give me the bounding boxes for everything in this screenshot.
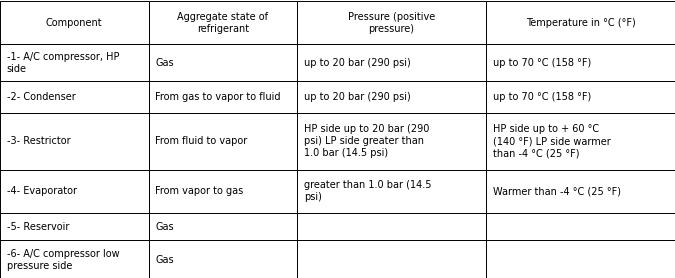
Bar [0, 81, 148, 113]
Text: HP side up to + 60 °C
(140 °F) LP side warmer
than -4 °C (25 °F): HP side up to + 60 °C (140 °F) LP side w… [493, 124, 610, 158]
Bar [297, 81, 486, 113]
Text: -1- A/C compressor, HP
side: -1- A/C compressor, HP side [7, 51, 119, 74]
Text: Warmer than -4 °C (25 °F): Warmer than -4 °C (25 °F) [493, 186, 621, 196]
Text: up to 20 bar (290 psi): up to 20 bar (290 psi) [304, 92, 410, 102]
Bar [297, 44, 486, 81]
Bar [148, 1, 297, 44]
Bar [0, 113, 148, 170]
Bar [486, 81, 675, 113]
Bar [486, 1, 675, 44]
Text: Component: Component [46, 18, 103, 28]
Bar [148, 44, 297, 81]
Text: HP side up to 20 bar (290
psi) LP side greater than
1.0 bar (14.5 psi): HP side up to 20 bar (290 psi) LP side g… [304, 124, 429, 158]
Text: From vapor to gas: From vapor to gas [155, 186, 244, 196]
Bar [0, 1, 148, 44]
Text: -6- A/C compressor low
pressure side: -6- A/C compressor low pressure side [7, 249, 119, 271]
Bar [148, 213, 297, 240]
Text: greater than 1.0 bar (14.5
psi): greater than 1.0 bar (14.5 psi) [304, 180, 431, 202]
Bar [297, 1, 486, 44]
Bar [148, 81, 297, 113]
Bar [297, 213, 486, 240]
Text: Gas: Gas [155, 222, 174, 232]
Bar [0, 240, 148, 278]
Bar [297, 113, 486, 170]
Bar [148, 240, 297, 278]
Text: -4- Evaporator: -4- Evaporator [7, 186, 77, 196]
Bar [0, 170, 148, 213]
Text: up to 70 °C (158 °F): up to 70 °C (158 °F) [493, 58, 591, 68]
Bar [486, 44, 675, 81]
Bar [486, 170, 675, 213]
Text: -5- Reservoir: -5- Reservoir [7, 222, 69, 232]
Text: Gas: Gas [155, 255, 174, 265]
Text: -3- Restrictor: -3- Restrictor [7, 136, 70, 146]
Bar [486, 213, 675, 240]
Text: -2- Condenser: -2- Condenser [7, 92, 76, 102]
Bar [148, 170, 297, 213]
Bar [486, 113, 675, 170]
Bar [486, 240, 675, 278]
Text: Aggregate state of
refrigerant: Aggregate state of refrigerant [178, 12, 268, 34]
Bar [0, 44, 148, 81]
Text: Pressure (positive
pressure): Pressure (positive pressure) [348, 12, 435, 34]
Bar [0, 213, 148, 240]
Text: From fluid to vapor: From fluid to vapor [155, 136, 248, 146]
Text: up to 20 bar (290 psi): up to 20 bar (290 psi) [304, 58, 410, 68]
Text: up to 70 °C (158 °F): up to 70 °C (158 °F) [493, 92, 591, 102]
Bar [148, 113, 297, 170]
Text: From gas to vapor to fluid: From gas to vapor to fluid [155, 92, 281, 102]
Bar [297, 170, 486, 213]
Bar [297, 240, 486, 278]
Text: Temperature in °C (°F): Temperature in °C (°F) [526, 18, 635, 28]
Text: Gas: Gas [155, 58, 174, 68]
